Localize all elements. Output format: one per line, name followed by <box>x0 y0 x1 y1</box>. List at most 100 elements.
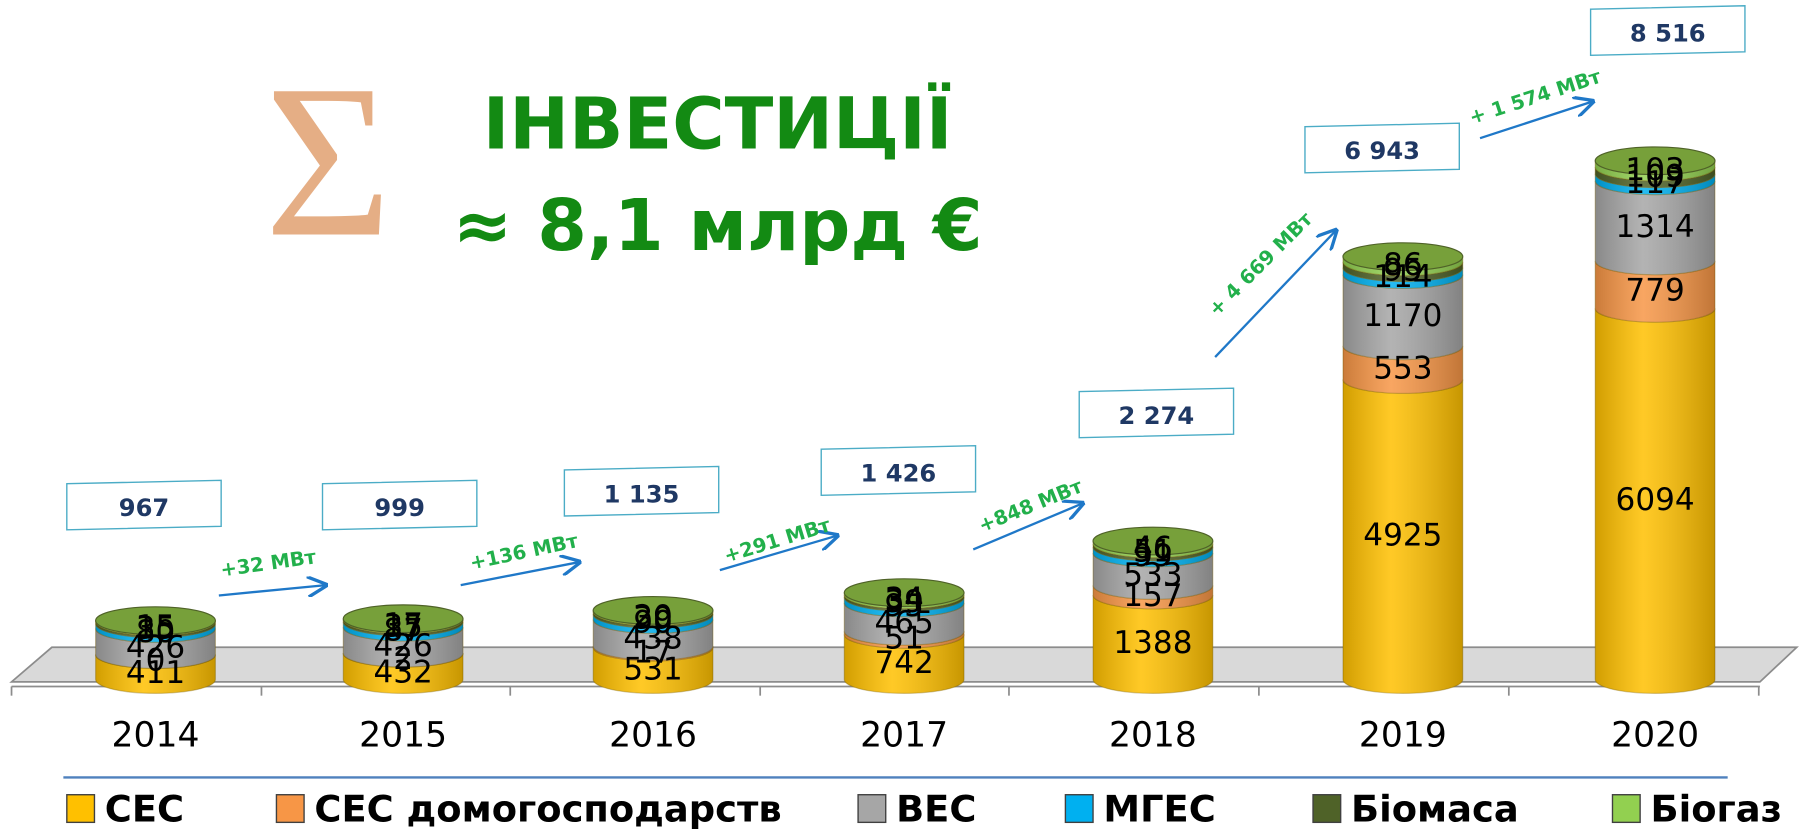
segment-label: 51 <box>1133 533 1173 569</box>
segment-label: 553 <box>1373 351 1432 387</box>
segment-label: 34 <box>884 582 924 618</box>
segment-shade <box>1093 552 1213 600</box>
total-box <box>1304 122 1460 174</box>
segment-label: 80 <box>136 614 176 650</box>
segment-label: 114 <box>1373 259 1432 295</box>
segment-shade <box>95 628 216 669</box>
legend-swatch <box>1611 794 1641 824</box>
total-box <box>66 479 222 531</box>
cylinder-top <box>1092 526 1214 556</box>
increment-arrow <box>719 536 837 572</box>
segment-shade <box>1093 543 1213 561</box>
segment-label: 426 <box>126 629 185 665</box>
segment-shade <box>593 619 713 660</box>
segment-shade <box>844 634 965 694</box>
segment-shade <box>95 654 216 694</box>
increment-arrow <box>218 585 326 595</box>
segment-label: 95 <box>1383 253 1423 289</box>
segment-label: 103 <box>1625 152 1684 188</box>
segment-shade <box>1342 345 1463 394</box>
x-tick-label: 2018 <box>1109 716 1197 756</box>
increment-arrow <box>1214 230 1336 358</box>
segment-shade <box>1342 256 1463 276</box>
cylinder-top <box>592 596 714 625</box>
segment-label: 1314 <box>1616 209 1695 245</box>
segment-label: 109 <box>1625 158 1684 194</box>
increment-label: +848 МВт <box>975 474 1086 537</box>
x-tick-label: 2014 <box>112 716 200 756</box>
segment-label: 15 <box>136 609 176 645</box>
sigma-symbol: Σ <box>265 41 392 283</box>
segment-label: 426 <box>373 628 432 664</box>
total-label: 1 135 <box>604 480 680 508</box>
x-tick-label: 2015 <box>359 716 447 756</box>
segment-label: 39 <box>633 601 673 637</box>
segment-label: 432 <box>373 654 432 690</box>
legend-label: Біогаз <box>1650 787 1782 830</box>
segment-label: 99 <box>1133 538 1173 574</box>
segment-shade <box>343 621 464 641</box>
segment-shade <box>95 623 216 643</box>
legend-swatch <box>857 794 887 824</box>
segment-shade <box>1093 594 1213 694</box>
cylinder-top <box>342 604 464 634</box>
segment-label: 17 <box>633 635 673 671</box>
x-tick-label: 2017 <box>860 716 948 756</box>
legend-swatch <box>1312 794 1342 824</box>
segment-label: 39 <box>884 584 924 620</box>
segment-label: 86 <box>1383 247 1423 283</box>
total-label: 6 943 <box>1344 137 1420 165</box>
segment-shade <box>1342 274 1463 360</box>
segment-shade <box>1595 173 1715 195</box>
segment-shade <box>1595 180 1715 275</box>
segment-shade <box>844 594 965 611</box>
segment-label: 533 <box>1123 557 1182 593</box>
segment-label: 411 <box>126 655 185 691</box>
total-label: 999 <box>374 494 424 522</box>
segment-label: 95 <box>884 588 924 624</box>
segment-shade <box>343 627 464 667</box>
legend-label: Біомаса <box>1351 787 1519 830</box>
segment-shade <box>593 611 713 628</box>
segment-label: 1170 <box>1363 298 1442 334</box>
segment-shade <box>1342 379 1463 694</box>
segment-label: 157 <box>1123 578 1182 614</box>
segment-shade <box>593 647 713 694</box>
x-tick-label: 2016 <box>609 716 697 756</box>
total-label: 2 274 <box>1119 402 1195 430</box>
segment-shade <box>343 653 464 694</box>
total-label: 967 <box>119 494 169 522</box>
segment-label: 6094 <box>1616 482 1695 518</box>
segment-label: 531 <box>623 651 682 687</box>
segment-label: 117 <box>1625 165 1684 201</box>
segment-shade <box>1093 546 1213 567</box>
segment-shade <box>844 602 965 646</box>
cylinder-top <box>95 606 216 636</box>
legend-label: СЕС домогосподарств <box>314 787 781 830</box>
legend-swatch <box>66 794 96 824</box>
segment-shade <box>1595 160 1715 181</box>
segment-label: 87 <box>383 612 423 648</box>
total-box <box>321 479 478 531</box>
total-box <box>1078 387 1235 439</box>
legend-swatch <box>1064 794 1094 824</box>
total-box <box>1589 5 1746 56</box>
increment-label: +291 МВт <box>721 513 833 567</box>
segment-shade <box>1595 260 1715 323</box>
increment-label: +32 МВт <box>219 545 318 581</box>
segment-shade <box>1093 585 1213 609</box>
cylinder-top <box>1342 242 1464 272</box>
total-label: 1 426 <box>861 460 937 488</box>
segment-label: 4925 <box>1363 517 1442 553</box>
increment-label: + 4 669 МВт <box>1204 207 1318 321</box>
cylinder-top <box>1594 146 1716 176</box>
legend-label: ВЕС <box>896 787 976 830</box>
segment-shade <box>844 631 965 649</box>
segment-label: 17 <box>383 607 423 643</box>
cylinder-top <box>843 578 965 608</box>
segment-label: 46 <box>1133 530 1173 566</box>
segment-label: 51 <box>884 621 924 657</box>
segment-label: 20 <box>633 599 673 635</box>
increment-label: +136 МВт <box>468 529 581 574</box>
